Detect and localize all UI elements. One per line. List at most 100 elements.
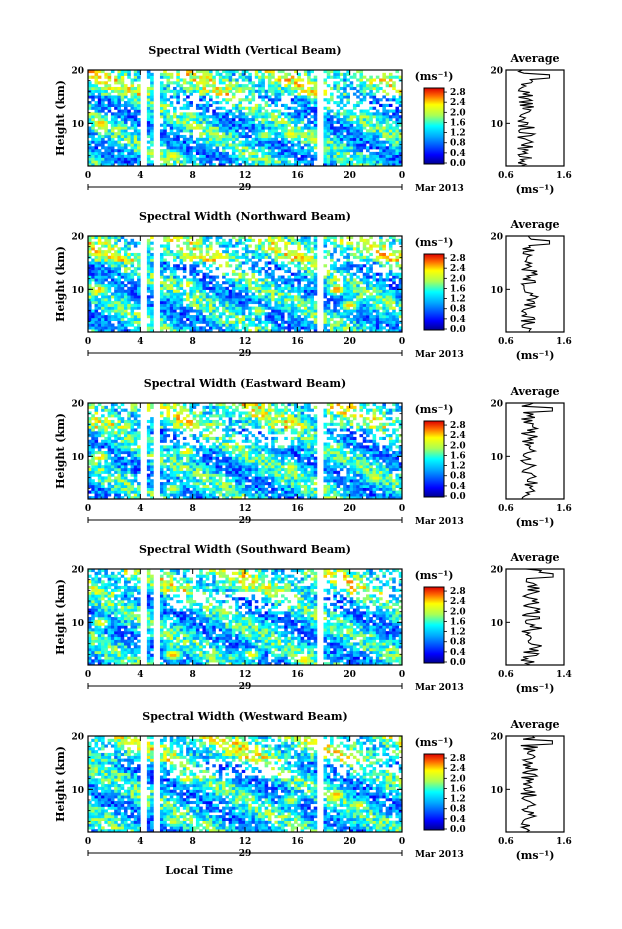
heatmap-cell bbox=[179, 118, 184, 122]
heatmap-cell bbox=[130, 89, 135, 93]
heatmap-cell bbox=[254, 295, 259, 299]
heatmap-cell bbox=[323, 118, 328, 122]
heatmap-cell bbox=[137, 255, 141, 259]
heatmap-cell bbox=[339, 323, 344, 327]
heatmap-cell bbox=[313, 264, 318, 268]
heatmap-cell bbox=[245, 149, 249, 153]
heatmap-cell bbox=[313, 326, 318, 330]
heatmap-cell bbox=[385, 123, 390, 127]
heatmap-cell bbox=[189, 315, 193, 319]
heatmap-cell bbox=[137, 272, 141, 276]
heatmap-cell bbox=[231, 252, 236, 257]
heatmap-cell bbox=[228, 98, 233, 102]
heatmap-cell bbox=[264, 300, 269, 305]
heatmap-cell bbox=[117, 129, 122, 133]
heatmap-cell bbox=[163, 149, 167, 153]
heatmap-cell bbox=[127, 154, 131, 158]
heatmap-cell bbox=[225, 281, 229, 285]
heatmap-cell bbox=[382, 312, 386, 316]
heatmap-cell bbox=[395, 250, 400, 254]
heatmap-cell bbox=[359, 70, 364, 74]
heatmap-cell bbox=[297, 109, 301, 113]
heatmap-cell bbox=[137, 261, 141, 265]
heatmap-cell bbox=[88, 470, 92, 474]
heatmap-cell bbox=[294, 241, 298, 245]
heatmap-cell bbox=[379, 255, 383, 259]
heatmap-cell bbox=[107, 295, 112, 299]
heatmap-cell bbox=[110, 264, 115, 268]
heatmap-cell bbox=[117, 106, 122, 110]
heatmap-cell bbox=[352, 75, 357, 79]
heatmap-cell bbox=[369, 244, 373, 248]
heatmap-cell bbox=[218, 292, 223, 296]
heatmap-cell bbox=[127, 244, 131, 248]
heatmap-cell bbox=[352, 286, 357, 290]
heatmap-cell bbox=[382, 95, 386, 99]
heatmap-cell bbox=[294, 129, 298, 133]
heatmap-cell bbox=[251, 120, 256, 124]
heatmap-cell bbox=[297, 281, 301, 285]
heatmap-cell bbox=[91, 84, 95, 88]
heatmap-cell bbox=[97, 157, 102, 161]
heatmap-cell bbox=[146, 295, 151, 299]
heatmap-cell bbox=[88, 70, 92, 74]
heatmap-cell bbox=[388, 72, 393, 76]
heatmap-cell bbox=[117, 320, 122, 324]
heatmap-cell bbox=[352, 86, 357, 91]
heatmap-cell bbox=[166, 118, 171, 122]
heatmap-cell bbox=[362, 95, 367, 99]
heatmap-cell bbox=[195, 143, 200, 147]
heatmap-cell bbox=[212, 252, 216, 257]
heatmap-cell bbox=[352, 154, 357, 158]
heatmap-cell bbox=[104, 140, 108, 144]
heatmap-cell bbox=[166, 149, 171, 153]
heatmap-cell bbox=[205, 292, 210, 296]
heatmap-cell bbox=[137, 137, 141, 141]
heatmap-cell bbox=[369, 298, 373, 302]
heatmap-cell bbox=[362, 255, 367, 259]
heatmap-cell bbox=[349, 75, 354, 79]
colorbar-tick-label: 0.0 bbox=[450, 159, 466, 169]
heatmap-cell bbox=[287, 140, 292, 144]
heatmap-cell bbox=[248, 118, 252, 122]
heatmap-cell bbox=[173, 278, 177, 282]
heatmap-cell bbox=[385, 75, 390, 79]
heatmap-cell bbox=[110, 132, 115, 136]
heatmap-cell bbox=[346, 264, 350, 268]
heatmap-cell bbox=[271, 129, 275, 133]
heatmap-cell bbox=[150, 312, 154, 316]
heatmap-cell bbox=[114, 252, 118, 257]
heatmap-cell bbox=[379, 317, 383, 321]
heatmap-cell bbox=[375, 255, 380, 259]
heatmap-cell bbox=[290, 89, 295, 93]
heatmap-cell bbox=[277, 326, 282, 330]
heatmap-cell bbox=[326, 238, 331, 242]
heatmap-cell bbox=[91, 453, 95, 457]
heatmap-cell bbox=[300, 241, 305, 245]
heatmap-cell bbox=[271, 123, 275, 127]
heatmap-cell bbox=[264, 112, 269, 116]
heatmap-cell bbox=[202, 154, 207, 158]
heatmap-cell bbox=[179, 140, 184, 144]
heatmap-cell bbox=[366, 306, 370, 310]
heatmap-cell bbox=[251, 298, 256, 302]
heatmap-cell bbox=[356, 95, 360, 99]
heatmap-cell bbox=[346, 244, 350, 248]
heatmap-cell bbox=[326, 236, 331, 240]
heatmap-cell bbox=[110, 269, 115, 273]
heatmap-cell bbox=[222, 86, 226, 91]
heatmap-cell bbox=[385, 157, 390, 161]
heatmap-cell bbox=[110, 149, 115, 153]
heatmap-cell bbox=[205, 267, 210, 271]
heatmap-cell bbox=[349, 275, 354, 279]
heatmap-cell bbox=[287, 154, 292, 158]
heatmap-cell bbox=[189, 306, 193, 310]
heatmap-cell bbox=[104, 75, 108, 79]
heatmap-cell bbox=[294, 137, 298, 141]
heatmap-cell bbox=[179, 303, 184, 307]
heatmap-cell bbox=[205, 258, 210, 262]
heatmap-cell bbox=[212, 286, 216, 290]
heatmap-cell bbox=[189, 101, 193, 105]
heatmap-cell bbox=[280, 129, 285, 133]
heatmap-cell bbox=[130, 112, 135, 116]
